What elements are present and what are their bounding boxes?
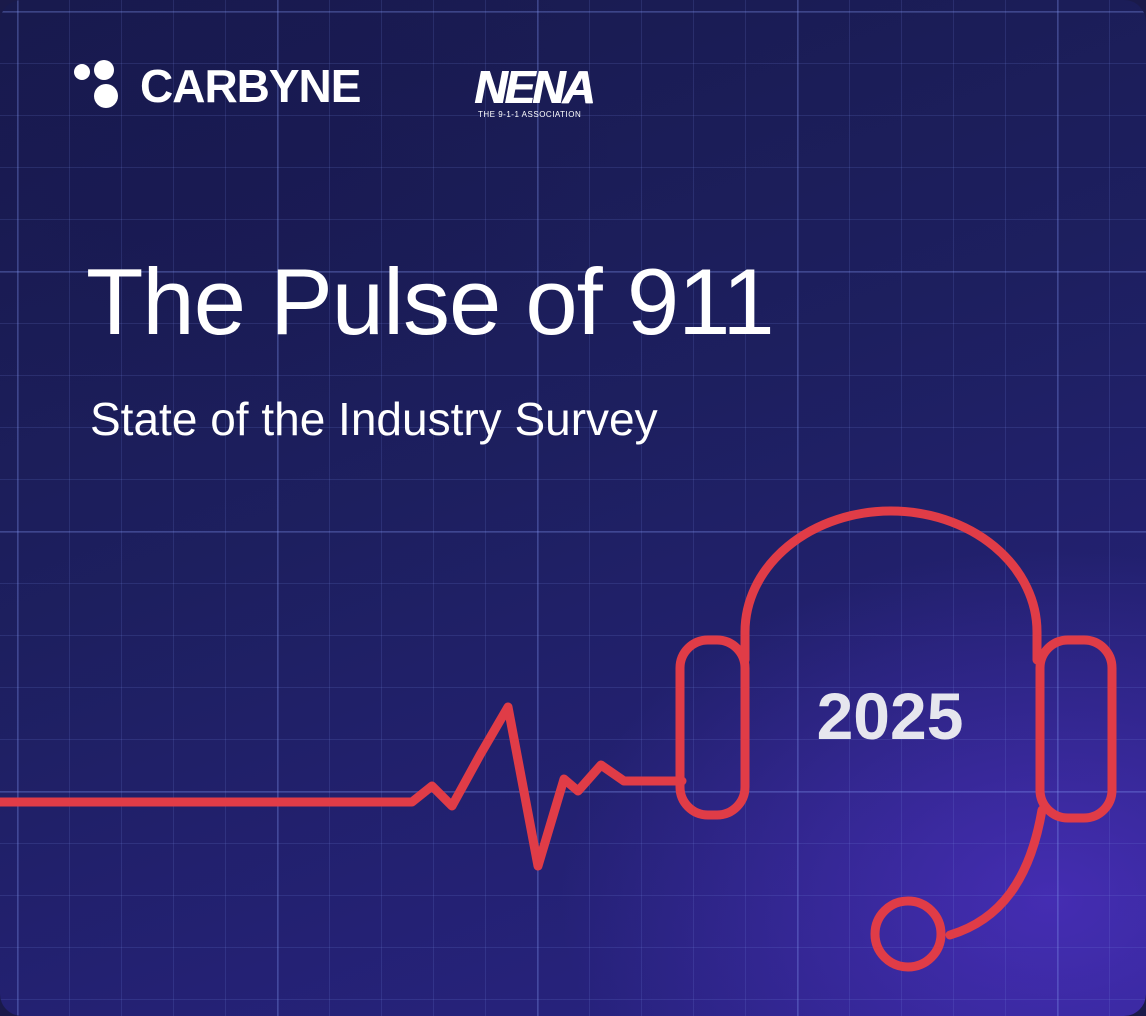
headset-icon [675,506,1117,972]
microphone-boom-icon [945,805,1047,940]
page-subtitle: State of the Industry Survey [90,393,658,445]
carbyne-wordmark: CARBYNE [140,60,361,112]
heartbeat-line-icon [0,702,687,871]
left-earcup-icon [675,635,750,820]
headband-icon [740,506,1042,665]
nena-tagline: THE 9-1-1 ASSOCIATION [478,110,582,119]
page-title: The Pulse of 911 [86,249,775,354]
nena-logo: NENA THE 9-1-1 ASSOCIATION [474,64,614,119]
carbyne-dots-logo-icon [72,58,128,114]
microphone-icon [870,896,946,972]
year-label: 2025 [816,679,964,753]
right-earcup-icon [1035,635,1117,823]
carbyne-logo: CARBYNE [72,58,361,114]
nena-wordmark: NENA [474,61,595,113]
